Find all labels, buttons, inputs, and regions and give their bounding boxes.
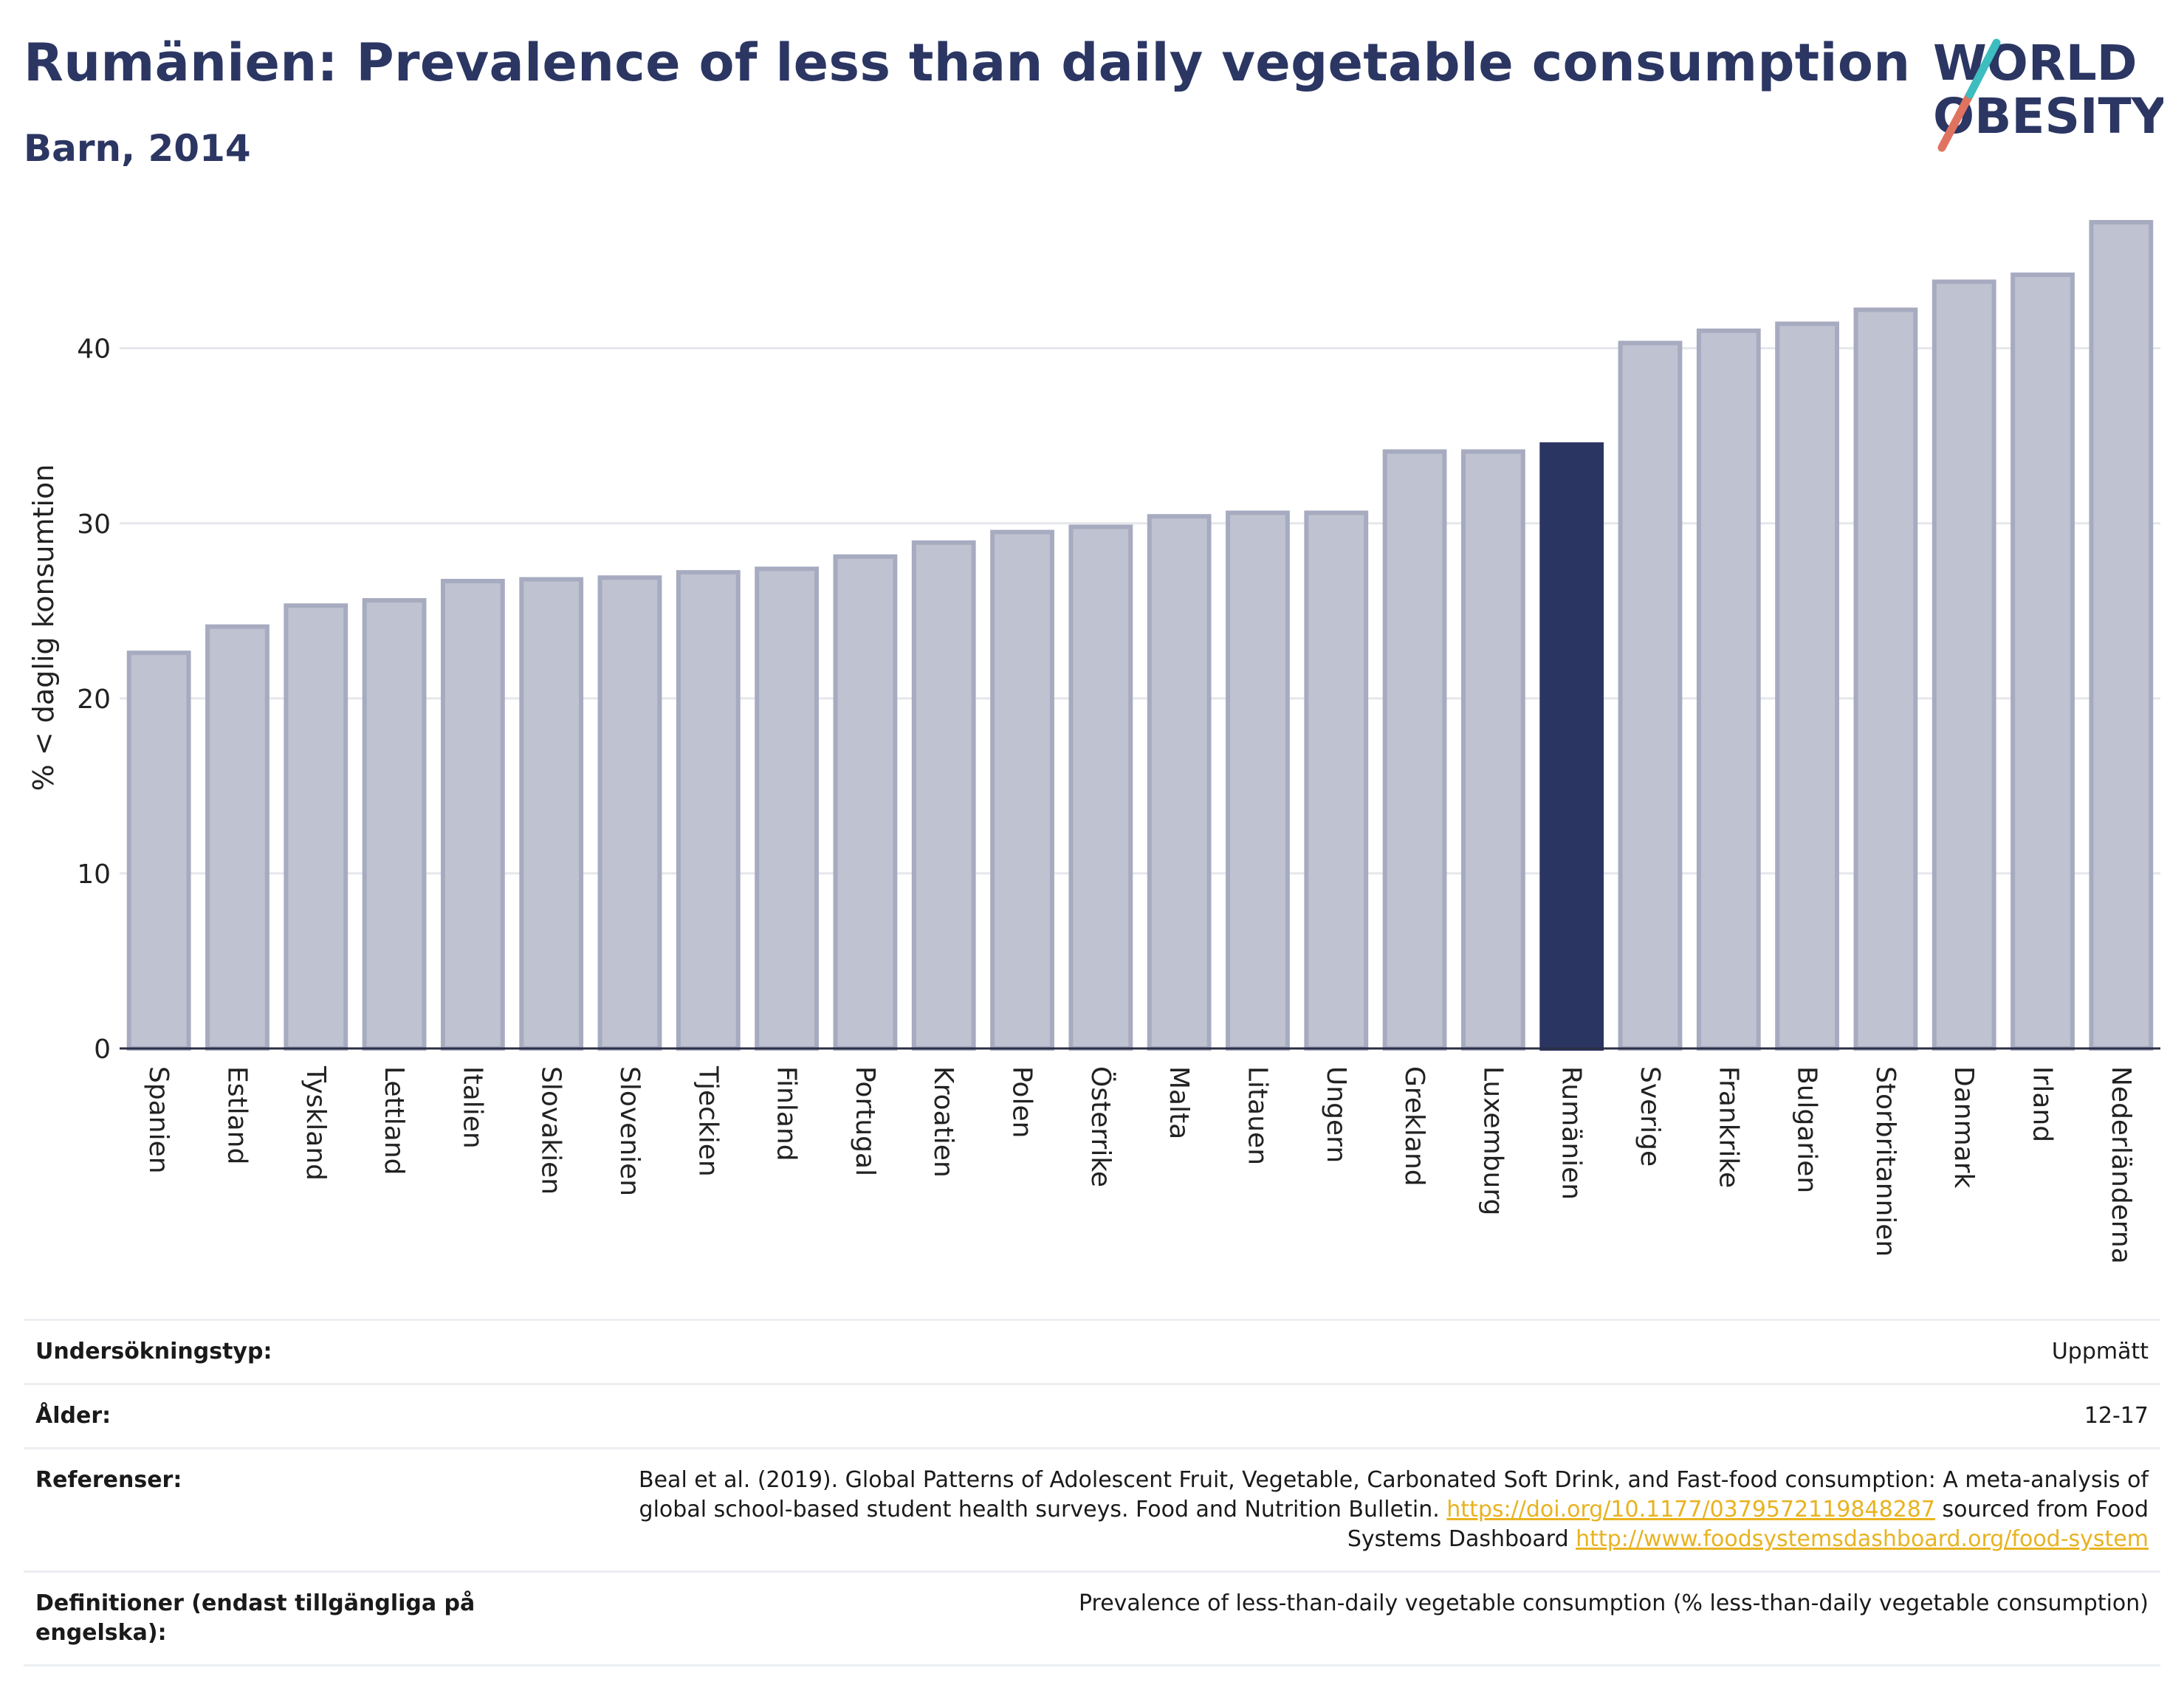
x-tick-label: Litauen: [1242, 1066, 1272, 1165]
bar-lettland[interactable]: [362, 598, 427, 1051]
info-key: Ålder:: [24, 1383, 505, 1449]
bar-österrike[interactable]: [1068, 524, 1133, 1051]
x-axis-labels: Spanien Estland Tyskland Lettland Italien Slo…: [143, 1065, 2136, 1264]
info-row-definitions: Definitioner (endast tillgängliga på eng…: [24, 1570, 2160, 1666]
bar-rumänien[interactable]: [1539, 442, 1604, 1051]
bar-litauen[interactable]: [1226, 510, 1290, 1051]
doi-link[interactable]: https://doi.org/10.1177/0379572119848287: [1446, 1497, 1935, 1522]
chart-title: Rumänien: Prevalence of less than daily …: [24, 32, 1911, 93]
info-row-survey-type: Undersökningstyp: Uppmätt: [24, 1319, 2160, 1384]
bar-estland[interactable]: [205, 624, 269, 1051]
bar-malta[interactable]: [1147, 514, 1212, 1051]
bar-tjeckien[interactable]: [676, 570, 741, 1051]
x-tick-label: Sverige: [1635, 1066, 1665, 1167]
info-key: Undersökningstyp:: [24, 1319, 505, 1384]
logo-slash-teal: [1965, 38, 2001, 99]
bar-ungern[interactable]: [1304, 510, 1369, 1051]
bar-italien[interactable]: [440, 578, 505, 1051]
bar-slovenien[interactable]: [597, 575, 662, 1051]
x-tick-label: Storbritannien: [1870, 1066, 1900, 1257]
x-tick-label: Kroatien: [928, 1066, 958, 1178]
x-tick-label: Spanien: [143, 1066, 174, 1174]
x-tick-label: Estland: [222, 1066, 252, 1164]
bar-kroatien[interactable]: [911, 540, 976, 1051]
x-tick-label: Luxemburg: [1477, 1066, 1508, 1215]
info-value: Beal et al. (2019). Global Patterns of A…: [505, 1447, 2160, 1572]
world-obesity-logo: WORLD OBESITY: [1933, 35, 2163, 152]
y-tick-label: 10: [77, 859, 111, 890]
bar-finland[interactable]: [755, 566, 820, 1051]
bar-slovakien[interactable]: [519, 577, 584, 1051]
bar-portugal[interactable]: [833, 554, 898, 1051]
bar-danmark[interactable]: [1931, 279, 1996, 1051]
x-tick-label: Österrike: [1085, 1066, 1116, 1187]
info-row-references: Referenser: Beal et al. (2019). Global P…: [24, 1447, 2160, 1572]
y-tick-label: 20: [77, 684, 111, 715]
logo-slash-red: [1937, 90, 1974, 152]
info-value: Uppmätt: [505, 1319, 2160, 1384]
x-tick-label: Italien: [457, 1066, 487, 1149]
logo-line-1: WORLD: [1933, 35, 2137, 92]
x-tick-label: Lettland: [379, 1066, 409, 1175]
x-tick-label: Nederländerna: [2106, 1066, 2136, 1264]
x-tick-label: Tjeckien: [693, 1065, 723, 1177]
x-tick-label: Slovenien: [614, 1066, 645, 1196]
y-axis-label: % < daglig konsumtion: [27, 464, 60, 792]
info-key: Definitioner (endast tillgängliga på eng…: [24, 1570, 505, 1666]
bar-bulgarien[interactable]: [1775, 321, 1840, 1051]
chart-subtitle: Barn, 2014: [24, 127, 251, 170]
x-tick-label: Slovakien: [536, 1066, 566, 1195]
dashboard-link[interactable]: http://www.foodsystemsdashboard.org/food…: [1576, 1526, 2149, 1552]
x-tick-label: Irland: [2027, 1066, 2058, 1142]
info-value: 12-17: [505, 1383, 2160, 1449]
x-tick-label: Portugal: [850, 1066, 880, 1176]
bar-grekland[interactable]: [1382, 449, 1447, 1051]
bar-tyskland[interactable]: [284, 603, 348, 1051]
bars: [126, 219, 2154, 1051]
info-key: Referenser:: [24, 1447, 505, 1572]
x-tick-label: Polen: [1007, 1066, 1037, 1138]
y-tick-label: 30: [77, 509, 111, 540]
x-tick-label: Malta: [1164, 1066, 1194, 1139]
bar-nederländerna[interactable]: [2089, 219, 2154, 1051]
bar-polen[interactable]: [990, 529, 1054, 1051]
x-tick-label: Bulgarien: [1792, 1066, 1822, 1193]
bar-luxemburg[interactable]: [1460, 449, 1525, 1051]
reference-text-2: sourced from Food Systems Dashboard: [1347, 1497, 2149, 1552]
bar-frankrike[interactable]: [1696, 328, 1761, 1051]
x-tick-label: Tyskland: [301, 1065, 331, 1181]
bar-sverige[interactable]: [1618, 340, 1683, 1051]
info-table: Undersökningstyp: Uppmätt Ålder: 12-17 R…: [24, 1319, 2160, 1666]
bar-chart: 0 10 20 30 40 Spanien Estland Tyskland Lettland…: [27, 219, 2160, 1264]
y-tick-label: 0: [94, 1034, 111, 1065]
y-tick-label: 40: [77, 334, 111, 365]
x-tick-label: Grekland: [1399, 1066, 1429, 1187]
x-tick-label: Frankrike: [1713, 1066, 1743, 1188]
y-axis-ticks: 0 10 20 30 40: [77, 334, 111, 1065]
bar-spanien[interactable]: [126, 650, 191, 1051]
reference-text: Beal et al. (2019). Global Patterns of A…: [639, 1467, 2149, 1522]
x-tick-label: Finland: [772, 1066, 802, 1161]
info-value: Prevalence of less-than-daily vegetable …: [505, 1570, 2160, 1666]
bar-irland[interactable]: [2010, 272, 2075, 1051]
x-tick-label: Ungern: [1321, 1066, 1351, 1163]
x-tick-label: Rumänien: [1556, 1066, 1587, 1200]
info-row-age: Ålder: 12-17: [24, 1383, 2160, 1449]
bar-storbritannien[interactable]: [1853, 307, 1918, 1051]
x-tick-label: Danmark: [1948, 1066, 1979, 1189]
